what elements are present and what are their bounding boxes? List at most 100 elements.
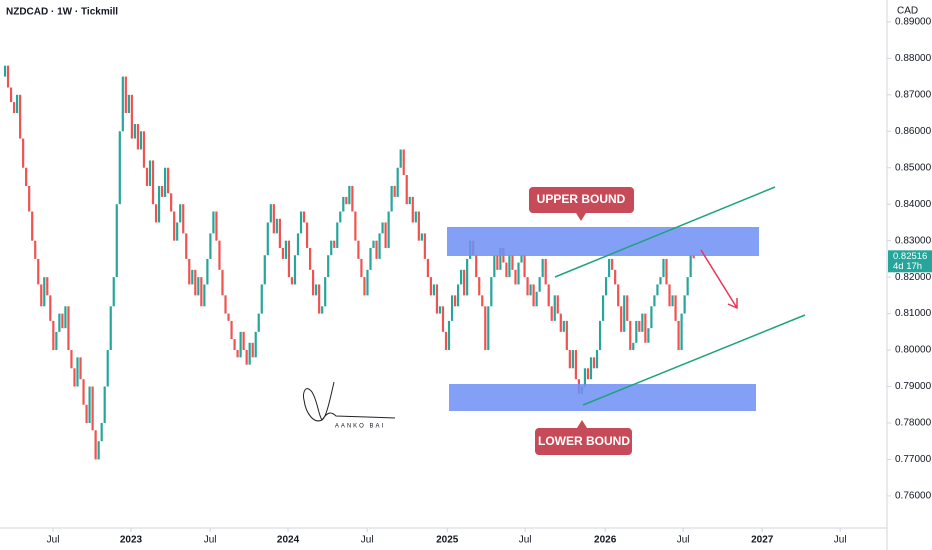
candle-body [405,175,408,205]
candle-body [212,211,215,234]
candle-body [31,211,34,241]
candle-body [508,255,511,278]
candle-body [387,211,390,248]
candle-body [308,247,312,270]
candle-body [505,262,508,278]
upper-zone [447,227,759,256]
candle-body [164,167,167,197]
candle-body [136,123,140,150]
candle-body [266,222,269,256]
candle-body [378,233,381,259]
candle-body [517,262,520,285]
candle-body [88,386,91,423]
candle-body [188,258,191,285]
candle-body [608,258,611,278]
candle-body [287,240,291,278]
candle-body [321,306,324,314]
candle-body [70,350,73,369]
y-tick-label: 0.86000 [895,126,932,137]
candle-body [58,313,61,332]
candle-body [614,269,617,285]
candle-body [284,240,288,259]
candle-body [112,277,115,307]
candle-body [429,277,433,296]
candle-body [466,258,469,296]
candle-body [381,222,384,234]
candle-body [393,185,396,197]
candle-body [94,430,97,460]
candle-body [224,295,227,314]
candle-body [692,255,695,259]
upper-callout [529,187,634,221]
y-tick-label: 0.76000 [895,491,932,502]
candle-body [438,306,442,314]
candle-body [432,284,436,296]
candle-body [665,258,668,285]
candle-body [218,240,221,270]
candle-body [46,277,49,296]
signature: AANKO BAI [335,424,385,430]
x-tick-label: Jul [677,535,690,546]
x-tick-label: Jul [47,535,60,546]
candle-body [354,211,357,241]
candle-body [248,342,251,365]
candle-body [281,247,285,259]
lower-label: LOWER BOUND [538,434,630,448]
candle-body [441,306,445,332]
candle-body [644,313,647,343]
currency: CAD [897,6,918,17]
candle-body [499,247,502,270]
candle-body [293,255,297,285]
candle-body [656,284,659,296]
candle-body [103,386,106,423]
candle-body [641,313,644,332]
y-tick-label: 0.81000 [895,308,932,319]
candle-body [484,306,487,351]
y-tick-label: 0.85000 [895,162,932,173]
candle-body [191,269,194,285]
y-tick-label: 0.83000 [895,235,932,246]
candle-body [296,233,300,256]
candle-body [638,320,641,332]
candle-body [511,255,514,270]
candle-body [254,331,257,358]
candle-body [76,357,79,387]
candle-body [541,258,544,278]
candle-body [647,328,650,343]
x-tick-label: Jul [204,535,217,546]
candle-body [677,320,680,351]
candle-body [493,255,496,278]
candle-body [203,284,206,307]
candle-body [121,76,124,132]
candle-body [556,295,559,314]
candle-body [629,320,632,351]
candle-body [520,255,523,263]
candle-body [611,258,614,270]
candle-body [689,255,692,278]
x-tick-label: 2025 [436,535,459,546]
candle-body [221,269,224,296]
y-tick-label: 0.88000 [895,53,932,64]
candle-body [487,306,490,351]
candle-body [399,149,402,168]
candle-body [671,295,674,307]
candle-body [408,196,411,205]
candle-body [463,269,466,296]
candle-body [450,295,454,321]
candle-body [115,204,118,278]
candle-body [239,331,242,358]
candle-body [227,313,230,321]
candle-body [139,131,143,150]
candle-body [37,258,40,285]
candle-body [342,196,345,212]
candle-body [179,204,182,223]
candle-body [73,368,76,387]
y-tick-label: 0.84000 [895,199,932,210]
candle-body [43,277,46,307]
candle-body [481,295,484,307]
candle-body [496,255,499,270]
candle-body [333,240,336,248]
candle-body [372,240,375,248]
candle-body [550,306,553,321]
